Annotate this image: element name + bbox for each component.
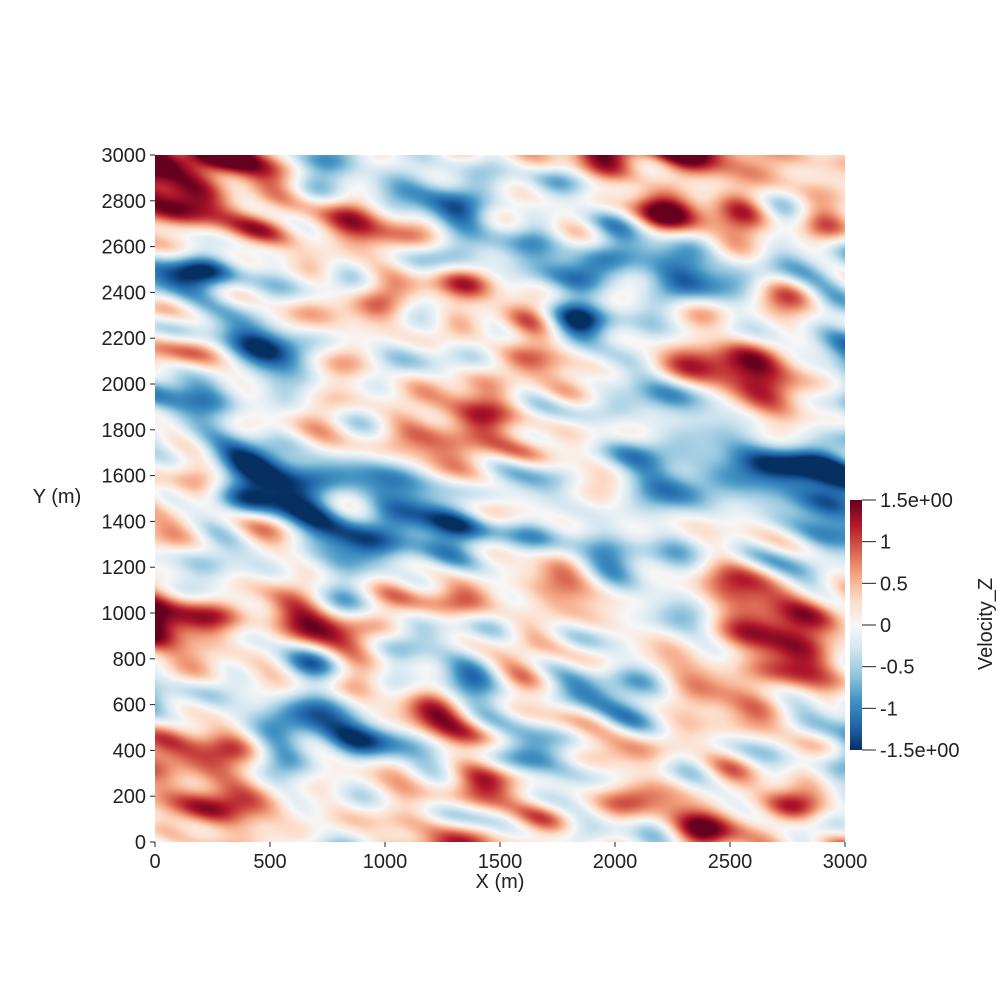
y-axis-label: Y (m): [33, 486, 82, 508]
colorbar-tick-label: 1: [880, 532, 891, 554]
colorbar-title: Velocity_Z: [975, 578, 997, 670]
y-tick-label: 1000: [102, 603, 147, 625]
y-tick-label: 0: [135, 832, 146, 854]
x-tick-label: 0: [149, 851, 160, 873]
colorbar-tick-label: 0.5: [880, 573, 908, 595]
colorbar-tick-label: 0: [880, 615, 891, 637]
y-tick-label: 2400: [102, 282, 147, 304]
colorbar: 1.5e+00 1 0.5 0 -0.5 -1 -1.5e+00 Velocity_Z: [850, 490, 997, 762]
y-tick-label: 1600: [102, 466, 147, 488]
colorbar-tick-label: 1.5e+00: [880, 490, 953, 512]
colorbar-tick-label: -1.5e+00: [880, 740, 960, 762]
y-tick-label: 2000: [102, 374, 147, 396]
y-tick-label: 2800: [102, 191, 147, 213]
y-tick-label: 200: [113, 786, 146, 808]
y-tick-label: 800: [113, 649, 146, 671]
y-tick-label: 1800: [102, 420, 147, 442]
y-tick-label: 3000: [102, 145, 147, 167]
y-axis: 0 200 400 600 800 1000 1200 1400 1600 1800 2000 220…: [102, 145, 155, 854]
y-tick-label: 400: [113, 740, 146, 762]
x-tick-label: 3000: [823, 851, 868, 873]
y-tick-label: 1200: [102, 557, 147, 579]
x-axis: 0 500 1000 1500 2000 2500 3000: [149, 842, 867, 873]
x-tick-label: 2500: [708, 851, 753, 873]
colorbar-tick-label: -0.5: [880, 657, 914, 679]
velocity-heatmap: [155, 155, 845, 842]
x-tick-label: 500: [253, 851, 286, 873]
x-tick-label: 1500: [478, 851, 523, 873]
x-tick-label: 1000: [363, 851, 408, 873]
y-tick-label: 2200: [102, 328, 147, 350]
y-tick-label: 1400: [102, 511, 147, 533]
heatmap-image: [155, 155, 845, 842]
x-tick-label: 2000: [593, 851, 638, 873]
colorbar-gradient: [850, 500, 862, 750]
colorbar-ticks: 1.5e+00 1 0.5 0 -0.5 -1 -1.5e+00: [862, 490, 960, 762]
x-axis-label: X (m): [476, 871, 525, 893]
y-tick-label: 600: [113, 695, 146, 717]
colorbar-tick-label: -1: [880, 698, 898, 720]
y-tick-label: 2600: [102, 237, 147, 259]
